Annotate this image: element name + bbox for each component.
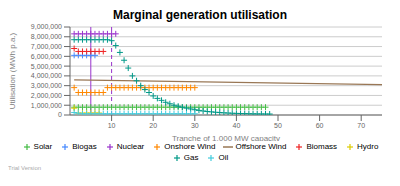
- html-text:Gas: Gas: [183, 153, 199, 162]
- svg-text:1,000,000: 1,000,000: [31, 102, 62, 109]
- svg-text:2,000,000: 2,000,000: [31, 92, 62, 99]
- svg-text:7,000,000: 7,000,000: [31, 43, 62, 50]
- html-text:Biomass: Biomass: [306, 142, 338, 151]
- svg-text:9,000,000: 9,000,000: [31, 23, 62, 30]
- html-text:Biogas: Biogas: [72, 142, 97, 151]
- svg-text:8,000,000: 8,000,000: [31, 33, 62, 40]
- html-text:Trial Version: Trial Version: [8, 165, 42, 171]
- svg-text:0: 0: [58, 111, 62, 118]
- html-text:Oil: Oil: [218, 153, 229, 162]
- svg-text:4,000,000: 4,000,000: [31, 72, 62, 79]
- svg-text:6,000,000: 6,000,000: [31, 53, 62, 60]
- svg-text:40: 40: [233, 122, 241, 129]
- svg-text:50: 50: [274, 122, 282, 129]
- svg-text:10: 10: [108, 122, 116, 129]
- html-text:Onshore Wind: Onshore Wind: [164, 142, 216, 151]
- svg-text:30: 30: [191, 122, 199, 129]
- svg-text:20: 20: [149, 122, 157, 129]
- svg-text:Utilisation (MWh p.a.): Utilisation (MWh p.a.): [8, 32, 17, 109]
- html-text:Nuclear: Nuclear: [116, 142, 145, 151]
- svg-text:60: 60: [316, 122, 324, 129]
- html-text:Offshore Wind: Offshore Wind: [235, 142, 287, 151]
- html-text:Marginal generation utilisatio: Marginal generation utilisation: [113, 8, 287, 22]
- svg-text:Tranche of 1,000 MW capacity: Tranche of 1,000 MW capacity: [172, 134, 280, 141]
- svg-text:5,000,000: 5,000,000: [31, 63, 62, 70]
- html-text:Solar: Solar: [33, 142, 53, 151]
- html-text:Hydro: Hydro: [357, 142, 379, 151]
- svg-text:3,000,000: 3,000,000: [31, 82, 62, 89]
- svg-text:70: 70: [357, 122, 365, 129]
